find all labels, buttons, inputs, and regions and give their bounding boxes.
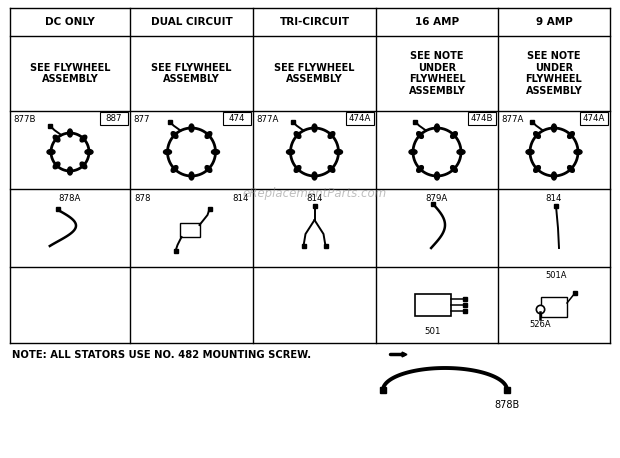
Polygon shape bbox=[328, 166, 335, 172]
Text: DUAL CIRCUIT: DUAL CIRCUIT bbox=[151, 17, 232, 27]
Polygon shape bbox=[526, 149, 534, 154]
Polygon shape bbox=[211, 149, 219, 154]
Polygon shape bbox=[53, 162, 60, 169]
Text: 501A: 501A bbox=[545, 271, 567, 280]
Text: 9 AMP: 9 AMP bbox=[536, 17, 572, 27]
Text: 877A: 877A bbox=[501, 115, 523, 124]
Polygon shape bbox=[80, 162, 87, 169]
Polygon shape bbox=[164, 149, 172, 154]
Text: 877B: 877B bbox=[13, 115, 35, 124]
Polygon shape bbox=[205, 132, 212, 138]
Polygon shape bbox=[534, 132, 541, 138]
Polygon shape bbox=[568, 132, 574, 138]
Text: 814: 814 bbox=[306, 194, 323, 203]
Text: 16 AMP: 16 AMP bbox=[415, 17, 459, 27]
Bar bbox=[415, 294, 451, 316]
Polygon shape bbox=[189, 124, 194, 132]
Text: 474A: 474A bbox=[349, 114, 371, 123]
Bar bbox=[468, 112, 496, 125]
Polygon shape bbox=[417, 166, 423, 172]
Polygon shape bbox=[328, 132, 335, 138]
Polygon shape bbox=[417, 132, 423, 138]
Text: 878B: 878B bbox=[494, 400, 520, 410]
Text: 878A: 878A bbox=[59, 194, 81, 203]
Polygon shape bbox=[451, 166, 458, 172]
Polygon shape bbox=[451, 132, 458, 138]
Text: 474: 474 bbox=[229, 114, 246, 123]
Polygon shape bbox=[171, 166, 178, 172]
Bar bbox=[346, 112, 374, 125]
Polygon shape bbox=[534, 166, 541, 172]
Bar bbox=[223, 112, 251, 125]
Polygon shape bbox=[294, 166, 301, 172]
Polygon shape bbox=[85, 149, 93, 154]
Polygon shape bbox=[189, 172, 194, 180]
Polygon shape bbox=[457, 149, 465, 154]
Text: 526A: 526A bbox=[529, 320, 551, 329]
Text: SEE FLYWHEEL
ASSEMBLY: SEE FLYWHEEL ASSEMBLY bbox=[274, 63, 355, 84]
Polygon shape bbox=[435, 172, 440, 180]
Bar bbox=[180, 223, 200, 237]
Text: 814: 814 bbox=[232, 194, 249, 203]
Text: NOTE: ALL STATORS USE NO. 482 MOUNTING SCREW.: NOTE: ALL STATORS USE NO. 482 MOUNTING S… bbox=[12, 350, 311, 360]
Text: SEE FLYWHEEL
ASSEMBLY: SEE FLYWHEEL ASSEMBLY bbox=[151, 63, 232, 84]
Text: SEE NOTE
UNDER
FLYWHEEL
ASSEMBLY: SEE NOTE UNDER FLYWHEEL ASSEMBLY bbox=[409, 51, 466, 96]
Text: 878: 878 bbox=[134, 194, 151, 203]
Polygon shape bbox=[80, 135, 87, 142]
Text: SEE FLYWHEEL
ASSEMBLY: SEE FLYWHEEL ASSEMBLY bbox=[30, 63, 110, 84]
Polygon shape bbox=[552, 124, 557, 132]
Polygon shape bbox=[205, 166, 212, 172]
Text: 887: 887 bbox=[106, 114, 122, 123]
Text: 501: 501 bbox=[425, 327, 441, 336]
Polygon shape bbox=[68, 129, 73, 137]
Text: 879A: 879A bbox=[426, 194, 448, 203]
Polygon shape bbox=[409, 149, 417, 154]
Text: TRI-CIRCUIT: TRI-CIRCUIT bbox=[280, 17, 350, 27]
Polygon shape bbox=[53, 135, 60, 142]
Text: 877A: 877A bbox=[256, 115, 278, 124]
Text: DC ONLY: DC ONLY bbox=[45, 17, 95, 27]
Polygon shape bbox=[568, 166, 574, 172]
Polygon shape bbox=[552, 172, 557, 180]
Text: 474A: 474A bbox=[583, 114, 605, 123]
Bar bbox=[580, 112, 608, 125]
Polygon shape bbox=[435, 124, 440, 132]
Polygon shape bbox=[335, 149, 342, 154]
Text: SEE NOTE
UNDER
FLYWHEEL
ASSEMBLY: SEE NOTE UNDER FLYWHEEL ASSEMBLY bbox=[526, 51, 582, 96]
Text: 877: 877 bbox=[133, 115, 149, 124]
Bar bbox=[541, 297, 567, 317]
Text: 814: 814 bbox=[546, 194, 562, 203]
Text: eReplacementParts.com: eReplacementParts.com bbox=[243, 186, 387, 200]
Polygon shape bbox=[574, 149, 582, 154]
Polygon shape bbox=[312, 124, 317, 132]
Polygon shape bbox=[294, 132, 301, 138]
Polygon shape bbox=[68, 167, 73, 175]
Polygon shape bbox=[286, 149, 294, 154]
Bar bbox=[100, 112, 128, 125]
Polygon shape bbox=[47, 149, 55, 154]
Polygon shape bbox=[312, 172, 317, 180]
Polygon shape bbox=[171, 132, 178, 138]
Text: 474B: 474B bbox=[471, 114, 494, 123]
